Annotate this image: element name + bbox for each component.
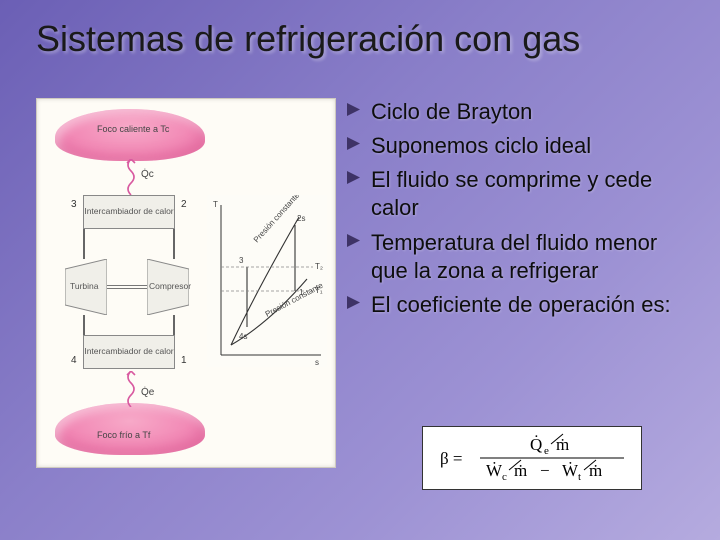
ts-y-label: T [213, 200, 218, 209]
bullet-list: Ciclo de Brayton Suponemos ciclo ideal E… [346, 98, 692, 319]
svg-text:−: − [540, 461, 550, 480]
svg-text:Ẇ: Ẇ [486, 461, 503, 480]
hot-reservoir-label: Foco caliente a Tc [97, 125, 169, 135]
bullet-text: Ciclo de Brayton [371, 98, 532, 126]
svg-text:e: e [544, 445, 549, 457]
node-2: 2 [181, 199, 187, 210]
bullet-icon [346, 102, 361, 117]
q-hot-symbol: Q̇c [141, 169, 154, 180]
svg-text:T₂: T₂ [315, 262, 323, 271]
brayton-schematic: Foco caliente a Tc Foco frío a Tf Interc… [36, 98, 336, 468]
cold-reservoir-cloud [55, 403, 205, 455]
bullet-icon [346, 295, 361, 310]
bullet-text: Suponemos ciclo ideal [371, 132, 591, 160]
q-cold-arrow [123, 371, 139, 407]
q-hot-arrow [123, 159, 139, 195]
svg-text:4s: 4s [239, 332, 247, 341]
figure-column: Foco caliente a Tc Foco frío a Tf Interc… [0, 90, 340, 540]
turbine-label: Turbina [70, 281, 99, 291]
pipe-3-top [83, 229, 85, 259]
bullet-text: Temperatura del fluido menor que la zona… [371, 229, 692, 285]
node-1: 1 [181, 355, 187, 366]
cop-formula: β = Q̇ e ṁ Ẇ c ṁ − Ẇ t ṁ [422, 426, 642, 490]
list-item: Suponemos ciclo ideal [346, 132, 692, 160]
bullet-text: El fluido se comprime y cede calor [371, 166, 692, 222]
bullet-icon [346, 136, 361, 151]
slide-title: Sistemas de refrigeración con gas [36, 18, 700, 60]
svg-text:ṁ: ṁ [514, 461, 527, 480]
ts-diagram: T s 2s 3 4s 1 T₂ T₁ [207, 195, 327, 367]
shaft-line [107, 285, 147, 289]
bullet-icon [346, 233, 361, 248]
svg-text:c: c [502, 471, 507, 483]
ts-x-label: s [315, 358, 319, 367]
pipe-4-bot [83, 315, 85, 335]
svg-text:Presión constante: Presión constante [252, 195, 302, 244]
lower-heat-exchanger: Intercambiador de calor [83, 335, 175, 369]
svg-text:Ẇ: Ẇ [562, 461, 579, 480]
svg-text:β =: β = [440, 449, 463, 468]
list-item: El fluido se comprime y cede calor [346, 166, 692, 222]
bullet-icon [346, 170, 361, 185]
upper-heat-exchanger: Intercambiador de calor [83, 195, 175, 229]
hot-reservoir-cloud [55, 109, 205, 161]
svg-text:2s: 2s [297, 214, 305, 223]
cold-reservoir-label: Foco frío a Tf [97, 431, 150, 441]
list-item: El coeficiente de operación es: [346, 291, 692, 319]
pipe-1-bot [173, 315, 175, 335]
svg-text:ṁ: ṁ [589, 461, 602, 480]
list-item: Temperatura del fluido menor que la zona… [346, 229, 692, 285]
pipe-2-top [173, 229, 175, 259]
bullet-text: El coeficiente de operación es: [371, 291, 671, 319]
q-cold-symbol: Q̇e [141, 387, 154, 398]
svg-text:ṁ: ṁ [556, 435, 569, 454]
svg-text:3: 3 [239, 256, 244, 265]
compressor-label: Compresor [149, 281, 191, 291]
node-4: 4 [71, 355, 77, 366]
svg-text:Q̇: Q̇ [530, 435, 542, 454]
list-item: Ciclo de Brayton [346, 98, 692, 126]
svg-text:Presión constante: Presión constante [264, 280, 325, 318]
svg-text:t: t [578, 471, 581, 483]
node-3: 3 [71, 199, 77, 210]
